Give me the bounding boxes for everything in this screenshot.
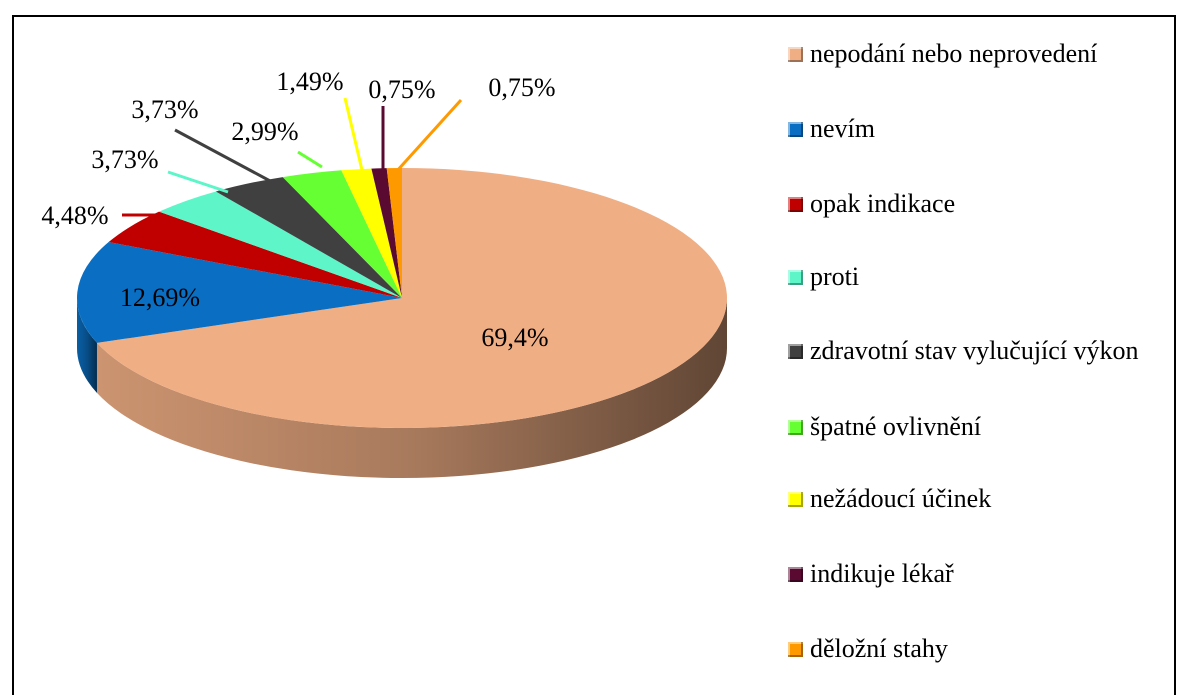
legend-item: nepodání nebo neprovedení [788,38,1158,69]
leader-line [167,170,229,194]
leader-line [174,128,273,184]
legend-label: nepodání nebo neprovedení [810,39,1098,68]
slice [96,168,727,428]
legend-item: nežádoucí účinek [788,483,1158,514]
slice [341,168,402,298]
slice [215,177,402,298]
data-label: 3,73% [91,145,158,174]
data-label: 3,73% [131,95,198,124]
legend-swatch [788,567,803,582]
legend-swatch [788,642,803,657]
data-label: 1,49% [276,67,343,96]
slice-side-shade [96,298,727,478]
legend-swatch [788,270,803,285]
data-label: 4,48% [41,201,108,230]
legend-item: špatné ovlivnění [788,411,1158,442]
leader-line [297,150,323,169]
slice [108,211,402,298]
legend-label: nevím [810,114,875,143]
leader-line [122,213,177,230]
legend-swatch [788,197,803,212]
legend-swatch [788,344,803,359]
slice [386,168,402,298]
legend-item: děložní stahy [788,633,1158,664]
leader-line [394,98,463,174]
legend-item: nevím [788,113,1158,144]
data-label: 2,99% [231,117,298,146]
legend-item: opak indikace [788,188,1158,219]
slice [159,191,402,298]
slice [77,242,402,343]
slice [282,170,402,298]
legend-swatch [788,420,803,435]
legend-swatch [788,47,803,62]
legend-item: zdravotní stav vylučující výkon [788,335,1158,366]
slice [371,168,402,298]
legend-label: nežádoucí účinek [810,484,992,513]
leader-line [343,97,364,171]
legend-label: opak indikace [810,189,956,218]
legend-label: děložní stahy [810,634,948,663]
legend-item: proti [788,261,1158,292]
slice-side-shade [77,298,97,393]
data-label: 0,75% [488,73,555,102]
legend-item: indikuje lékař [788,558,1158,589]
data-label: 0,75% [368,75,435,104]
legend-label: indikuje lékař [810,559,954,588]
legend-swatch [788,122,803,137]
chart-frame [12,15,1176,695]
data-label: 69,4% [481,323,548,352]
legend-label: špatné ovlivnění [810,412,982,441]
legend-label: zdravotní stav vylučující výkon [810,336,1139,365]
legend-swatch [788,492,803,507]
legend-label: proti [810,262,860,291]
data-label: 12,69% [120,283,200,312]
